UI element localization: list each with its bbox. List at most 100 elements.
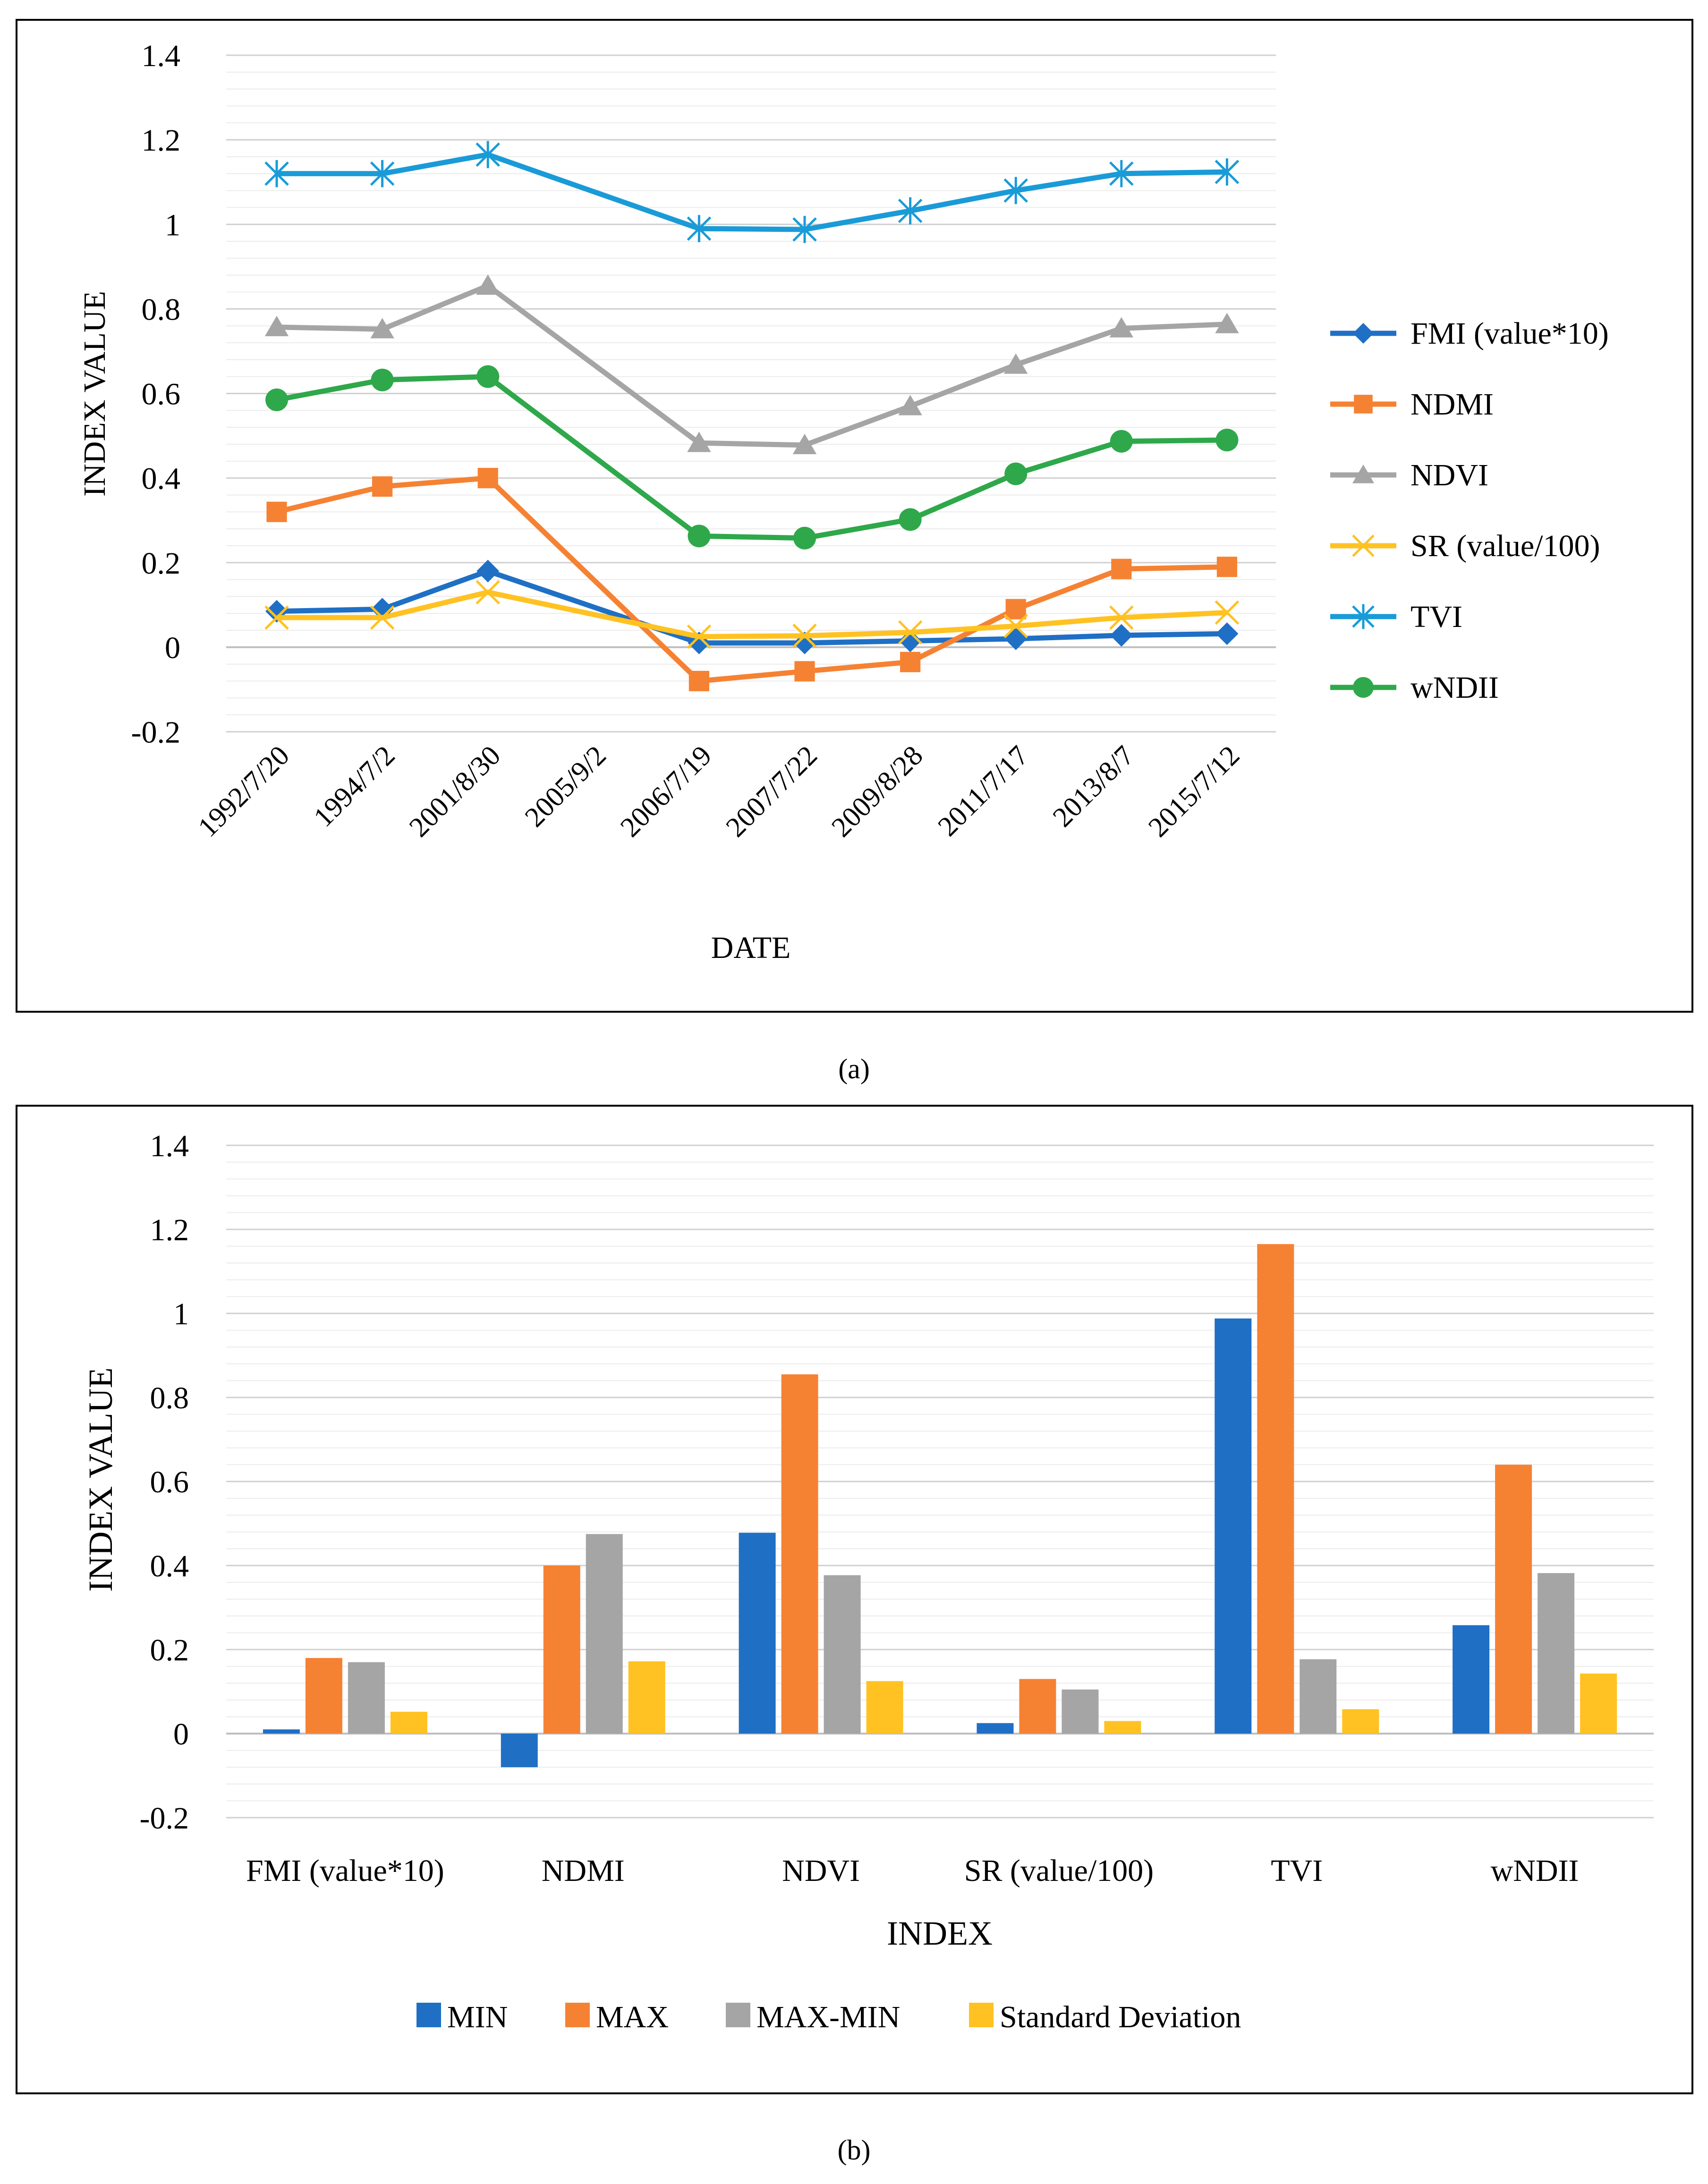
- marker-stroke: [1109, 605, 1134, 630]
- bar-chart: -0.2 0 0.2 0.4 0.6 0.8 1 1.2 1.4 FMI (value*10) ND…: [82, 1129, 1654, 2034]
- legend-item: MAX: [565, 2000, 669, 2034]
- data-point-marker: [264, 315, 289, 337]
- data-point-marker: [688, 525, 711, 548]
- data-point-marker: [1110, 624, 1133, 647]
- data-point-marker: [1216, 557, 1237, 577]
- legend-label: NDMI: [1411, 387, 1494, 422]
- legend-item: MIN: [416, 2000, 508, 2034]
- x-tick-label: 2005/9/2: [518, 740, 612, 833]
- legend: MIN MAX MAX-MIN Standard Deviation: [416, 2000, 1241, 2034]
- x-tick-label: 2001/8/30: [403, 740, 507, 843]
- data-point-marker: [1109, 605, 1134, 630]
- legend-item: wNDII: [1330, 670, 1499, 705]
- y-tick-label: 0.6: [142, 377, 181, 412]
- legend-swatch: [565, 2003, 590, 2027]
- data-point-marker: [477, 468, 498, 489]
- y-tick-label: 1.4: [142, 39, 181, 73]
- y-tick-label: 1.2: [142, 123, 181, 158]
- marker-stroke: [1352, 534, 1375, 557]
- data-point-marker: [264, 160, 289, 187]
- legend-label: MAX: [596, 2000, 669, 2034]
- data-point-marker: [899, 629, 922, 652]
- data-point-marker: [794, 661, 815, 682]
- legend-label: FMI (value*10): [1411, 316, 1609, 351]
- bar-max: [1019, 1679, 1056, 1734]
- y-tick-label: 0.8: [142, 292, 181, 327]
- bar-chart-panel: -0.2 0 0.2 0.4 0.6 0.8 1 1.2 1.4 FMI (value*10) ND…: [16, 1105, 1693, 2094]
- x-tick-label: 2009/8/28: [825, 740, 929, 843]
- caption-b: (b): [837, 2134, 871, 2166]
- y-axis-title: INDEX VALUE: [77, 291, 112, 497]
- y-tick-label: -0.2: [140, 1801, 189, 1836]
- legend-label: TVI: [1411, 600, 1462, 634]
- bar-max-min: [1300, 1659, 1337, 1734]
- legend-swatch: [416, 2003, 441, 2027]
- series-wndii: [265, 365, 1239, 550]
- data-point-marker: [371, 368, 394, 391]
- data-point-marker: [1110, 430, 1133, 453]
- series-ndmi: [266, 468, 1237, 692]
- y-axis-title: INDEX VALUE: [82, 1367, 119, 1591]
- x-tick-label: 2015/7/12: [1142, 740, 1246, 843]
- data-point-marker: [370, 160, 395, 187]
- data-point-marker: [898, 197, 923, 225]
- legend-item: SR (value/100): [1330, 529, 1600, 563]
- data-point-marker: [1111, 559, 1132, 579]
- data-point-marker: [898, 620, 923, 645]
- bar-min: [501, 1734, 538, 1768]
- x-tick-label: 2007/7/22: [720, 740, 823, 843]
- marker-stroke: [792, 623, 817, 648]
- legend-label: SR (value/100): [1411, 529, 1600, 563]
- data-point-marker: [688, 670, 709, 692]
- y-tick-label: -0.2: [131, 715, 180, 750]
- legend: FMI (value*10) NDMI NDVI SR (value/100) TVI w…: [1330, 316, 1609, 705]
- marker-stroke: [1003, 614, 1028, 638]
- data-point-marker: [1215, 600, 1240, 625]
- series-sr-value-100-: [264, 580, 1240, 649]
- data-point-marker: [1215, 158, 1240, 186]
- line-chart-panel: -0.2 0 0.2 0.4 0.6 0.8 1 1.2 1.4 1992/7/20 1994/7/…: [16, 19, 1693, 1013]
- legend-label: Standard Deviation: [1000, 2000, 1241, 2034]
- x-category-label: NDMI: [542, 1854, 625, 1888]
- legend-item: Standard Deviation: [969, 2000, 1241, 2034]
- bar-max-min: [1062, 1689, 1099, 1734]
- data-point-marker: [1109, 317, 1133, 338]
- data-point-marker: [1215, 622, 1239, 645]
- legend-item: FMI (value*10): [1330, 316, 1609, 351]
- bar-min: [1453, 1625, 1490, 1734]
- bar-standard-deviation: [1104, 1721, 1141, 1734]
- legend-item: NDMI: [1330, 387, 1494, 422]
- bar-max: [305, 1658, 342, 1734]
- data-point-marker: [1003, 177, 1028, 204]
- bar-standard-deviation: [1580, 1673, 1617, 1734]
- bar-min: [739, 1532, 776, 1734]
- bar-standard-deviation: [628, 1661, 665, 1734]
- y-tick-label: 0.4: [150, 1549, 189, 1583]
- y-tick-label: 0.2: [150, 1633, 189, 1668]
- series-fmi-value-10-: [265, 559, 1239, 654]
- data-point-marker: [1005, 599, 1026, 619]
- x-tick-label: 2011/7/17: [932, 740, 1034, 842]
- marker-stroke: [476, 580, 500, 605]
- y-tick-label: 1.2: [150, 1213, 189, 1247]
- bar-min: [1215, 1318, 1252, 1734]
- legend-item: NDVI: [1330, 458, 1488, 492]
- series-tvi: [264, 141, 1240, 243]
- data-point-marker: [476, 274, 500, 295]
- bar-min: [977, 1723, 1014, 1734]
- data-point-marker: [1354, 395, 1373, 414]
- x-category-label: wNDII: [1491, 1854, 1579, 1888]
- data-point-marker: [1215, 313, 1239, 333]
- data-point-marker: [264, 605, 289, 630]
- bar-standard-deviation: [866, 1681, 903, 1734]
- bar-max: [1495, 1464, 1532, 1734]
- bar-max-min: [586, 1534, 623, 1734]
- y-tick-label: 0: [173, 1717, 189, 1752]
- bar-min: [263, 1729, 300, 1734]
- data-point-marker: [370, 605, 395, 630]
- marker-stroke: [898, 620, 923, 645]
- x-category-label: SR (value/100): [964, 1854, 1154, 1888]
- bar-max: [543, 1566, 580, 1734]
- data-point-marker: [476, 365, 500, 388]
- data-point-marker: [792, 216, 817, 243]
